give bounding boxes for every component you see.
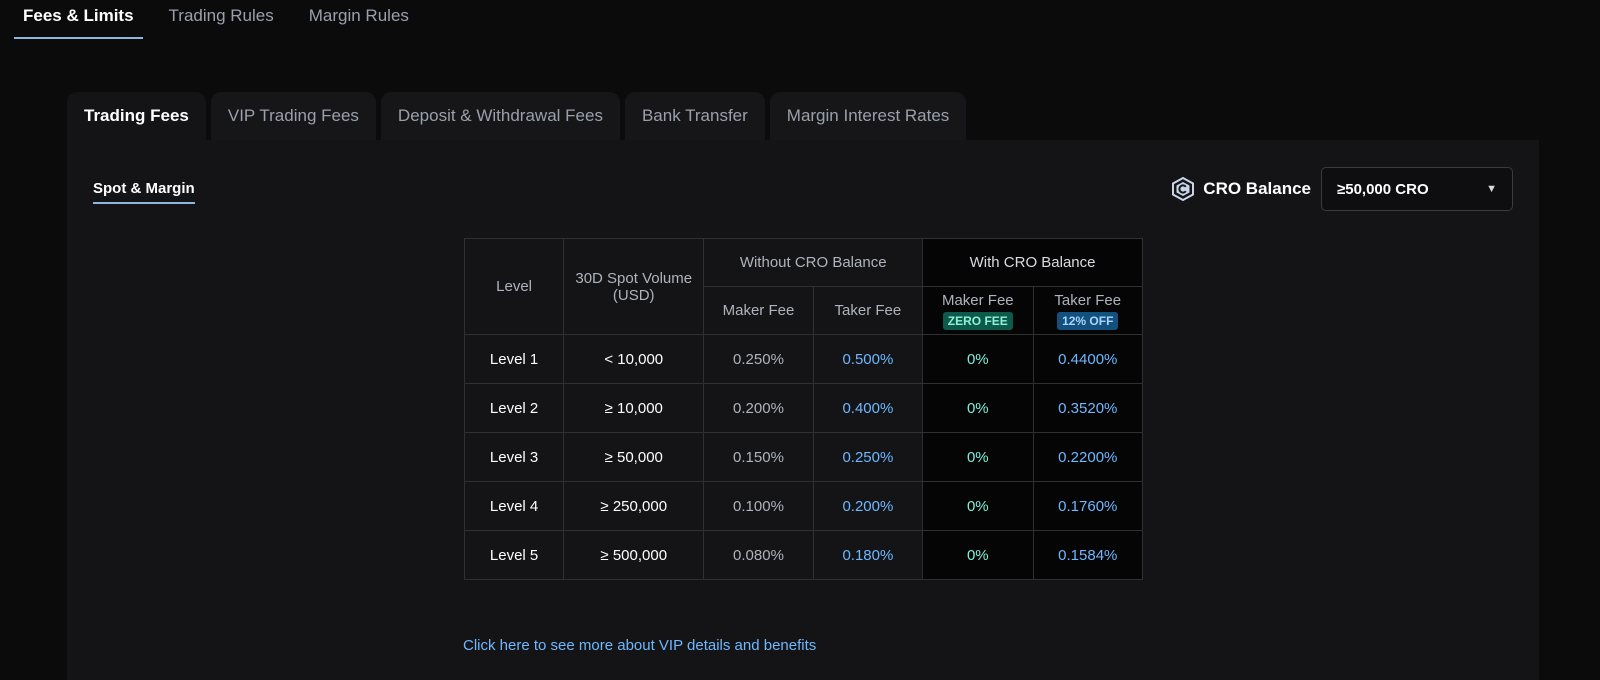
cro-maker-fee-cell: 0% <box>922 432 1034 482</box>
tab-fees-limits[interactable]: Fees & Limits <box>14 0 143 39</box>
level-cell: Level 3 <box>463 432 565 482</box>
tab-margin-interest-rates[interactable]: Margin Interest Rates <box>769 92 967 140</box>
level-cell: Level 2 <box>463 383 565 433</box>
tab-spot-margin[interactable]: Spot & Margin <box>93 180 195 204</box>
cro-taker-fee-cell: 0.1584% <box>1032 530 1144 580</box>
with-cro-header: With CRO Balance <box>922 238 1143 287</box>
volume-cell: ≥ 10,000 <box>563 383 705 433</box>
volume-header: 30D Spot Volume (USD) <box>563 238 705 335</box>
tab-trading-fees[interactable]: Trading Fees <box>67 92 206 140</box>
table-row: Level 1 < 10,000 0.250% 0.500% 0% 0.4400… <box>463 334 1144 384</box>
table-subheader-row: Maker Fee Taker Fee Maker Fee ZERO FEE T… <box>465 286 1144 335</box>
level-cell: Level 5 <box>463 530 565 580</box>
cro-balance-select[interactable]: ≥50,000 CRO ▼ <box>1321 167 1513 211</box>
table-header-row: Level 30D Spot Volume (USD) Without CRO … <box>463 238 1143 335</box>
cro-maker-fee-cell: 0% <box>922 481 1034 531</box>
table-row: Level 2 ≥ 10,000 0.200% 0.400% 0% 0.3520… <box>463 383 1144 433</box>
tab-trading-rules[interactable]: Trading Rules <box>168 6 274 25</box>
taker-fee-cell: 0.250% <box>812 432 924 482</box>
table-row: Level 5 ≥ 500,000 0.080% 0.180% 0% 0.158… <box>463 530 1144 580</box>
cro-maker-fee-cell: 0% <box>922 383 1034 433</box>
cro-taker-fee-cell: 0.3520% <box>1032 383 1144 433</box>
zero-fee-badge: ZERO FEE <box>942 311 1013 330</box>
cro-balance-label: CRO Balance <box>1203 179 1311 198</box>
level-header: Level <box>463 238 565 335</box>
maker-fee-cell: 0.080% <box>703 530 814 580</box>
taker-fee-cell: 0.400% <box>812 383 924 433</box>
taker-fee-cell: 0.200% <box>812 481 924 531</box>
chevron-down-icon: ▼ <box>1486 183 1497 195</box>
maker-fee-cell: 0.100% <box>703 481 814 531</box>
top-tab-bar: Fees & Limits Trading Rules Margin Rules <box>14 0 435 40</box>
cro-balance-control: CRO Balance ≥50,000 CRO ▼ <box>1170 167 1513 211</box>
cro-maker-fee-header: Maker Fee ZERO FEE <box>922 286 1034 335</box>
tab-deposit-withdrawal-fees[interactable]: Deposit & Withdrawal Fees <box>380 92 620 140</box>
table-row: Level 3 ≥ 50,000 0.150% 0.250% 0% 0.2200… <box>463 432 1144 482</box>
cro-maker-fee-cell: 0% <box>922 334 1034 384</box>
tab-vip-trading-fees[interactable]: VIP Trading Fees <box>210 92 376 140</box>
cro-taker-fee-cell: 0.2200% <box>1032 432 1144 482</box>
tab-margin-rules[interactable]: Margin Rules <box>308 6 409 25</box>
volume-cell: ≥ 50,000 <box>563 432 705 482</box>
trading-fees-table: Level 30D Spot Volume (USD) Without CRO … <box>463 238 1144 580</box>
discount-badge: 12% OFF <box>1057 311 1119 330</box>
without-cro-header: Without CRO Balance <box>703 238 924 287</box>
tab-bank-transfer[interactable]: Bank Transfer <box>624 92 765 140</box>
cro-coin-icon <box>1172 176 1195 202</box>
maker-fee-cell: 0.250% <box>703 334 814 384</box>
cro-maker-fee-cell: 0% <box>922 530 1034 580</box>
level-cell: Level 4 <box>463 481 565 531</box>
maker-fee-header: Maker Fee <box>703 286 814 335</box>
sub-tab-bar: Trading Fees VIP Trading Fees Deposit & … <box>67 92 967 140</box>
cro-maker-fee-label: Maker Fee <box>941 291 1014 309</box>
taker-fee-header: Taker Fee <box>812 286 924 335</box>
volume-cell: ≥ 500,000 <box>563 530 705 580</box>
maker-fee-cell: 0.150% <box>703 432 814 482</box>
vip-details-link[interactable]: Click here to see more about VIP details… <box>463 637 817 654</box>
cro-taker-fee-header: Taker Fee 12% OFF <box>1032 286 1144 335</box>
cro-taker-fee-label: Taker Fee <box>1054 291 1122 309</box>
volume-cell: ≥ 250,000 <box>563 481 705 531</box>
volume-cell: < 10,000 <box>563 334 705 384</box>
taker-fee-cell: 0.180% <box>812 530 924 580</box>
fees-panel: Spot & Margin CRO Balance ≥50,000 CRO ▼ … <box>67 140 1539 680</box>
cro-taker-fee-cell: 0.4400% <box>1032 334 1144 384</box>
cro-balance-value: ≥50,000 CRO <box>1337 180 1429 198</box>
taker-fee-cell: 0.500% <box>812 334 924 384</box>
maker-fee-cell: 0.200% <box>703 383 814 433</box>
cro-taker-fee-cell: 0.1760% <box>1032 481 1144 531</box>
table-row: Level 4 ≥ 250,000 0.100% 0.200% 0% 0.176… <box>463 481 1144 531</box>
level-cell: Level 1 <box>463 334 565 384</box>
